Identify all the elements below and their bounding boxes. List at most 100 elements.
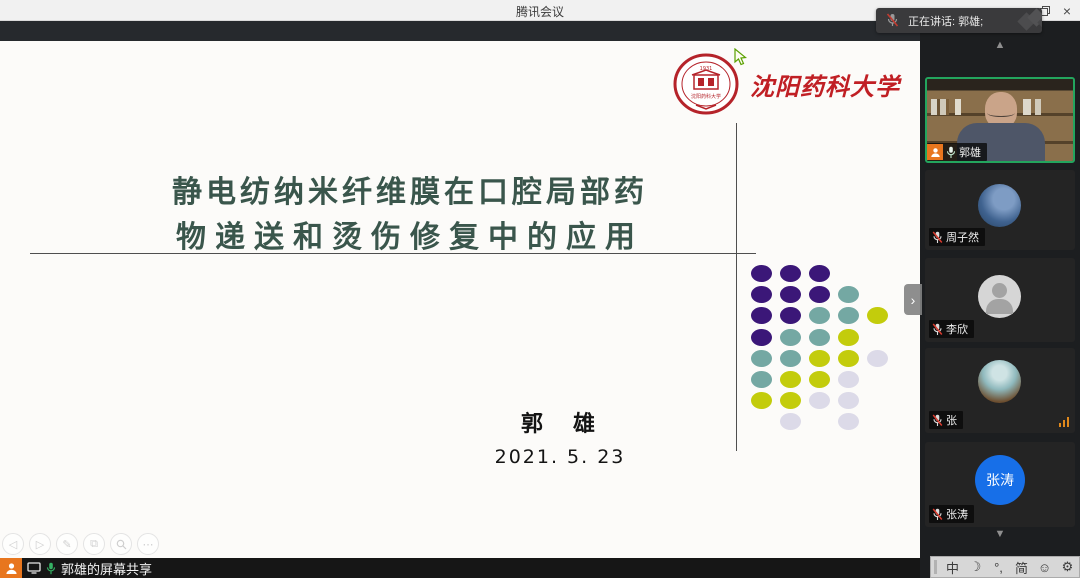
network-signal-icon: [1058, 417, 1069, 427]
avatar: [978, 184, 1021, 227]
participant-tile-zhouziran[interactable]: 周子然: [925, 170, 1075, 250]
dot: [867, 307, 888, 325]
dot: [751, 307, 772, 325]
more-icon: ⋯: [142, 538, 154, 551]
ime-chinese-mode-button[interactable]: 中: [941, 558, 964, 577]
dot: [780, 349, 801, 367]
speaking-text: 正在讲话: 郭雄;: [908, 15, 984, 28]
dot: [780, 371, 801, 388]
emoji-icon: ☺: [1037, 559, 1052, 575]
participant-tile-zhangtao[interactable]: 张涛 张涛: [925, 442, 1075, 527]
dot: [838, 371, 859, 388]
screen-share-indicator: 郭雄的屏幕共享: [0, 558, 152, 578]
avatar: [978, 360, 1021, 403]
dot: [809, 307, 830, 325]
ime-drag-handle[interactable]: [934, 560, 937, 574]
participant-tile-guoxiong[interactable]: 郭雄: [925, 77, 1075, 163]
dot: [809, 286, 830, 304]
participant-badge: 李欣: [929, 320, 974, 338]
slides-icon: ⧉: [90, 537, 98, 550]
host-icon: [927, 144, 943, 160]
share-label: 郭雄的屏幕共享: [61, 561, 153, 577]
participants-panel: ▲ 郭雄: [920, 21, 1080, 578]
university-name: 沈阳药科大学: [750, 72, 900, 101]
scroll-down-button[interactable]: ▼: [920, 528, 1080, 540]
moon-icon: ☽: [969, 559, 982, 574]
vertical-divider: [736, 123, 737, 451]
participant-name: 郭雄: [959, 147, 981, 159]
dot: [809, 392, 830, 410]
chevron-right-icon: ›: [910, 291, 916, 308]
dot: [780, 286, 801, 304]
slide-author: 郭 雄: [520, 412, 599, 437]
dot: [809, 328, 830, 346]
zoom-tool-button[interactable]: [110, 533, 132, 555]
punctuation-icon: °,: [994, 559, 1003, 575]
arrow-down-icon: ▼: [994, 528, 1006, 540]
pen-tool-button[interactable]: ✎: [56, 533, 78, 555]
person-silhouette-icon: [992, 283, 1007, 298]
participant-badge: 张: [929, 411, 963, 429]
avatar-placeholder: [978, 275, 1021, 318]
shared-screen-margin: [0, 21, 1080, 41]
ime-settings-button[interactable]: ⚙: [1056, 559, 1079, 575]
dot: [751, 349, 772, 367]
dot: [780, 413, 801, 431]
dot: [751, 286, 772, 304]
window-titlebar: 腾讯会议 ×: [0, 0, 1080, 21]
ime-fullwidth-button[interactable]: ☽: [964, 559, 987, 575]
svg-text:1931: 1931: [700, 66, 713, 72]
dot: [838, 413, 859, 431]
participant-name: 李欣: [946, 324, 968, 336]
participant-name: 张涛: [946, 509, 968, 521]
gear-icon: ⚙: [1061, 559, 1074, 574]
university-seal-logo: 1931 沈阳药科大学: [673, 53, 739, 115]
participant-tile-zhang[interactable]: 张: [925, 348, 1075, 433]
ime-simplified-button[interactable]: 简: [1010, 558, 1033, 577]
ime-emoji-button[interactable]: ☺: [1033, 560, 1056, 575]
arrow-up-icon: ▲: [994, 39, 1006, 51]
dot: [838, 392, 859, 410]
more-options-button[interactable]: ⋯: [137, 533, 159, 555]
screen-share-icon: [27, 562, 41, 574]
window-close-button[interactable]: ×: [1062, 2, 1072, 19]
dot: [780, 328, 801, 346]
dot: [751, 371, 772, 388]
mic-muted-icon: [932, 231, 943, 243]
previous-icon: ◁: [8, 538, 18, 551]
next-icon: ▷: [35, 538, 45, 551]
dot: [809, 265, 830, 282]
decorative-dots-pattern: [0, 41, 920, 558]
chinese-mode-icon: 中: [945, 560, 959, 576]
slide-overview-button[interactable]: ⧉: [83, 533, 105, 555]
mic-on-icon: [946, 146, 956, 158]
dot: [838, 286, 859, 304]
ime-punctuation-button[interactable]: °,: [987, 560, 1010, 575]
dot: [838, 307, 859, 325]
presenter-toolbar: ◁ ▷ ✎ ⧉ ⋯: [2, 533, 159, 555]
mic-on-icon: [46, 562, 56, 574]
horizontal-divider: [30, 253, 756, 254]
dot: [751, 265, 772, 282]
participant-tile-lixin[interactable]: 李欣: [925, 258, 1075, 342]
panel-collapse-handle[interactable]: ›: [904, 284, 922, 315]
slide-title-line2: 物递送和烫伤修复中的应用: [176, 220, 644, 255]
mic-muted-icon: [932, 323, 943, 335]
previous-slide-button[interactable]: ◁: [2, 533, 24, 555]
next-slide-button[interactable]: ▷: [29, 533, 51, 555]
participant-badge: 张涛: [929, 505, 974, 523]
avatar-initials: 张涛: [975, 455, 1025, 505]
mic-muted-icon: [932, 414, 943, 426]
scroll-up-button[interactable]: ▲: [920, 39, 1080, 51]
ime-language-bar: 中 ☽ °, 简 ☺ ⚙: [930, 556, 1080, 578]
host-icon: [0, 558, 22, 578]
participant-badge: 周子然: [929, 228, 985, 246]
dot: [751, 328, 772, 346]
shared-slide: 1931 沈阳药科大学 沈阳药科大学 静电纺纳米纤维膜在口腔局部药 物递送和烫伤…: [0, 41, 920, 558]
dot: [838, 328, 859, 346]
participant-name: 周子然: [946, 232, 979, 244]
participant-badge: 郭雄: [927, 143, 987, 161]
svg-text:沈阳药科大学: 沈阳药科大学: [691, 93, 721, 100]
speaking-notification: 正在讲话: 郭雄;: [876, 8, 1042, 33]
